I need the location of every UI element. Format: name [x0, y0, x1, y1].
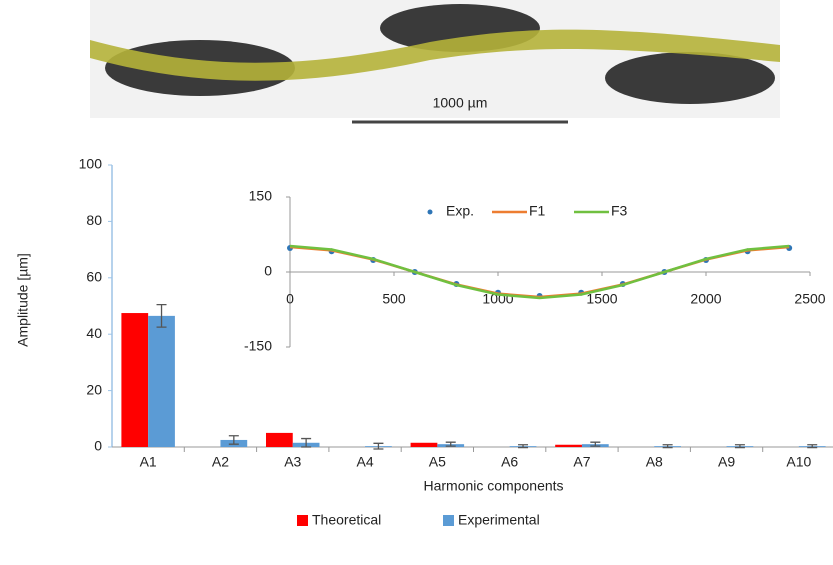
y-tick-label: 40 — [86, 325, 102, 341]
y-tick-label: 0 — [94, 438, 102, 454]
bar — [555, 444, 582, 447]
error-bar — [590, 441, 601, 447]
legend-swatch — [443, 515, 454, 526]
error-bar — [301, 437, 312, 448]
series-line — [289, 244, 790, 300]
fiber-blob — [605, 52, 775, 104]
error-bar — [662, 444, 673, 449]
x-tick-label: A7 — [573, 454, 590, 470]
inset-x-tick-label: 2000 — [690, 291, 721, 307]
inset-x-tick-label: 0 — [286, 291, 294, 307]
inset-x-tick-label: 1500 — [586, 291, 617, 307]
error-bar — [156, 303, 167, 328]
x-tick-label: A3 — [284, 454, 301, 470]
legend-label: Theoretical — [312, 512, 381, 528]
error-bar — [807, 444, 818, 449]
inset-y-tick-label: -150 — [244, 338, 272, 354]
inset-y-tick-label: 0 — [264, 263, 272, 279]
legend-label: Exp. — [446, 203, 474, 219]
scale-label: 1000 µm — [433, 95, 488, 111]
inset-x-tick-label: 2500 — [794, 291, 825, 307]
legend-label: Experimental — [458, 512, 540, 528]
error-bar — [228, 435, 239, 445]
bar — [148, 315, 175, 447]
bar — [410, 442, 438, 447]
x-tick-label: A4 — [356, 454, 373, 470]
error-bar — [734, 444, 745, 449]
x-tick-label: A5 — [429, 454, 446, 470]
inset-y-tick-label: 150 — [249, 188, 273, 204]
bar — [265, 432, 293, 447]
bar — [121, 313, 149, 447]
x-tick-label: A6 — [501, 454, 518, 470]
legend-label: F1 — [529, 203, 546, 219]
x-axis-label: Harmonic components — [423, 478, 563, 494]
x-tick-label: A8 — [646, 454, 663, 470]
x-tick-label: A9 — [718, 454, 735, 470]
x-tick-label: A10 — [786, 454, 811, 470]
y-tick-label: 80 — [86, 212, 102, 228]
y-axis-label: Amplitude [µm] — [15, 253, 31, 347]
x-tick-label: A1 — [140, 454, 157, 470]
y-tick-label: 20 — [86, 381, 102, 397]
inset-x-tick-label: 500 — [382, 291, 406, 307]
y-tick-label: 100 — [79, 156, 103, 172]
error-bar — [518, 444, 529, 449]
x-tick-label: A2 — [212, 454, 229, 470]
y-tick-label: 60 — [86, 269, 102, 285]
legend-marker — [427, 209, 433, 215]
error-bar — [445, 441, 456, 447]
micrograph: 1000 µm — [90, 0, 780, 124]
legend-swatch — [297, 515, 308, 526]
legend-label: F3 — [611, 203, 628, 219]
error-bar — [373, 442, 384, 450]
yarn-band — [90, 29, 780, 81]
